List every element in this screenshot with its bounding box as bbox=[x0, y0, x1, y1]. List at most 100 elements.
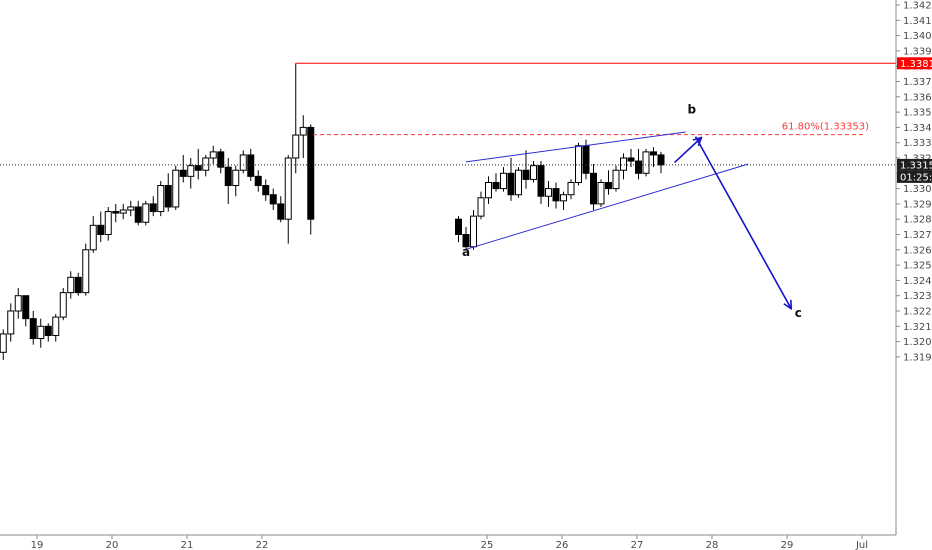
candle bbox=[127, 200, 135, 217]
candle-body bbox=[164, 185, 172, 208]
y-tick-label: 1.32000 bbox=[903, 337, 932, 348]
y-tick-label: 1.32900 bbox=[903, 199, 932, 210]
bar-countdown-tag: 01:25:55 bbox=[900, 172, 932, 183]
candle-body bbox=[254, 175, 262, 187]
candle-body bbox=[112, 211, 120, 214]
candle-body bbox=[597, 181, 605, 205]
candle bbox=[650, 147, 657, 168]
projection-arrow[interactable] bbox=[673, 138, 701, 164]
candle-body bbox=[202, 157, 210, 171]
candle-body bbox=[59, 292, 67, 318]
x-tick-label: 27 bbox=[631, 540, 644, 550]
candle-body bbox=[179, 169, 187, 177]
trendline[interactable] bbox=[465, 131, 686, 163]
candle bbox=[209, 145, 217, 165]
y-tick-label: 1.32500 bbox=[903, 261, 932, 272]
candle-body bbox=[462, 234, 470, 248]
candle-body bbox=[485, 181, 492, 199]
candle-body bbox=[307, 126, 315, 220]
candle bbox=[575, 142, 582, 186]
candle-body bbox=[477, 197, 485, 217]
candle bbox=[104, 206, 112, 241]
candle bbox=[627, 148, 635, 168]
candle-body bbox=[507, 172, 515, 196]
candle-body bbox=[582, 145, 590, 174]
candle bbox=[134, 200, 142, 226]
candle-body bbox=[515, 169, 522, 196]
candle bbox=[82, 243, 90, 296]
candle-body bbox=[97, 224, 105, 236]
candle bbox=[239, 150, 247, 174]
candle bbox=[37, 318, 45, 348]
y-tick-label: 1.32300 bbox=[903, 291, 932, 302]
candle bbox=[179, 154, 187, 183]
time-axis[interactable]: 192021222526272829Jul34 bbox=[31, 535, 932, 550]
projection-arrow[interactable] bbox=[694, 136, 791, 308]
candle bbox=[612, 165, 620, 192]
candle-body bbox=[157, 185, 165, 213]
candle-body bbox=[612, 169, 620, 190]
candle-body bbox=[224, 166, 232, 187]
y-tick-label: 1.33500 bbox=[903, 108, 932, 119]
candle-body bbox=[277, 203, 285, 220]
candle-body bbox=[635, 160, 642, 174]
last-price-tag: 1.33155 bbox=[900, 160, 932, 171]
candle-body bbox=[642, 151, 650, 174]
x-tick-label: Jul bbox=[855, 540, 868, 550]
candle bbox=[620, 153, 627, 180]
candle-body bbox=[172, 169, 180, 208]
candle-body bbox=[89, 224, 97, 251]
candle bbox=[142, 200, 150, 226]
candle-body bbox=[134, 206, 142, 223]
wave-label-c: c bbox=[795, 306, 802, 320]
candle bbox=[157, 180, 165, 217]
y-tick-label: 1.34000 bbox=[903, 31, 932, 42]
candle bbox=[462, 226, 470, 250]
candle-body bbox=[127, 206, 135, 211]
candle bbox=[477, 191, 485, 220]
y-tick-label: 1.32100 bbox=[903, 322, 932, 333]
candle-body bbox=[657, 154, 665, 166]
candle-body bbox=[560, 194, 567, 202]
x-tick-label: 26 bbox=[556, 540, 569, 550]
candle bbox=[119, 203, 127, 220]
candle-body bbox=[7, 310, 15, 335]
x-tick-label: 29 bbox=[781, 540, 794, 550]
candle bbox=[522, 150, 530, 189]
candle-body bbox=[239, 154, 247, 171]
candle bbox=[485, 176, 492, 204]
candle-body bbox=[82, 249, 90, 294]
candle bbox=[492, 173, 500, 192]
candle-body bbox=[492, 181, 500, 190]
candle bbox=[202, 154, 210, 177]
candle bbox=[194, 148, 202, 180]
candle-body bbox=[590, 172, 597, 205]
candle bbox=[52, 314, 60, 342]
candle-body bbox=[500, 172, 507, 190]
candle bbox=[605, 170, 612, 195]
candle-body bbox=[530, 165, 537, 180]
candle-body bbox=[620, 157, 627, 171]
candle bbox=[515, 167, 522, 198]
y-tick-label: 1.33700 bbox=[903, 77, 932, 88]
y-tick-label: 1.34200 bbox=[903, 1, 932, 12]
candle-body bbox=[52, 316, 60, 336]
candle-body bbox=[269, 194, 277, 205]
candle-body bbox=[0, 333, 7, 353]
candle-body bbox=[187, 165, 195, 177]
candle-body bbox=[567, 181, 575, 196]
candle-body bbox=[67, 276, 75, 294]
candle-body bbox=[37, 325, 45, 340]
candle bbox=[597, 179, 605, 207]
candle bbox=[254, 170, 262, 192]
candle bbox=[0, 329, 7, 360]
resistance-price-tag-bg bbox=[897, 57, 932, 70]
candle bbox=[217, 148, 225, 174]
y-tick-label: 1.33400 bbox=[903, 123, 932, 134]
x-tick-label: 28 bbox=[706, 540, 719, 550]
y-tick-label: 1.33300 bbox=[903, 138, 932, 149]
trendline[interactable] bbox=[464, 163, 749, 251]
candle bbox=[262, 179, 270, 201]
